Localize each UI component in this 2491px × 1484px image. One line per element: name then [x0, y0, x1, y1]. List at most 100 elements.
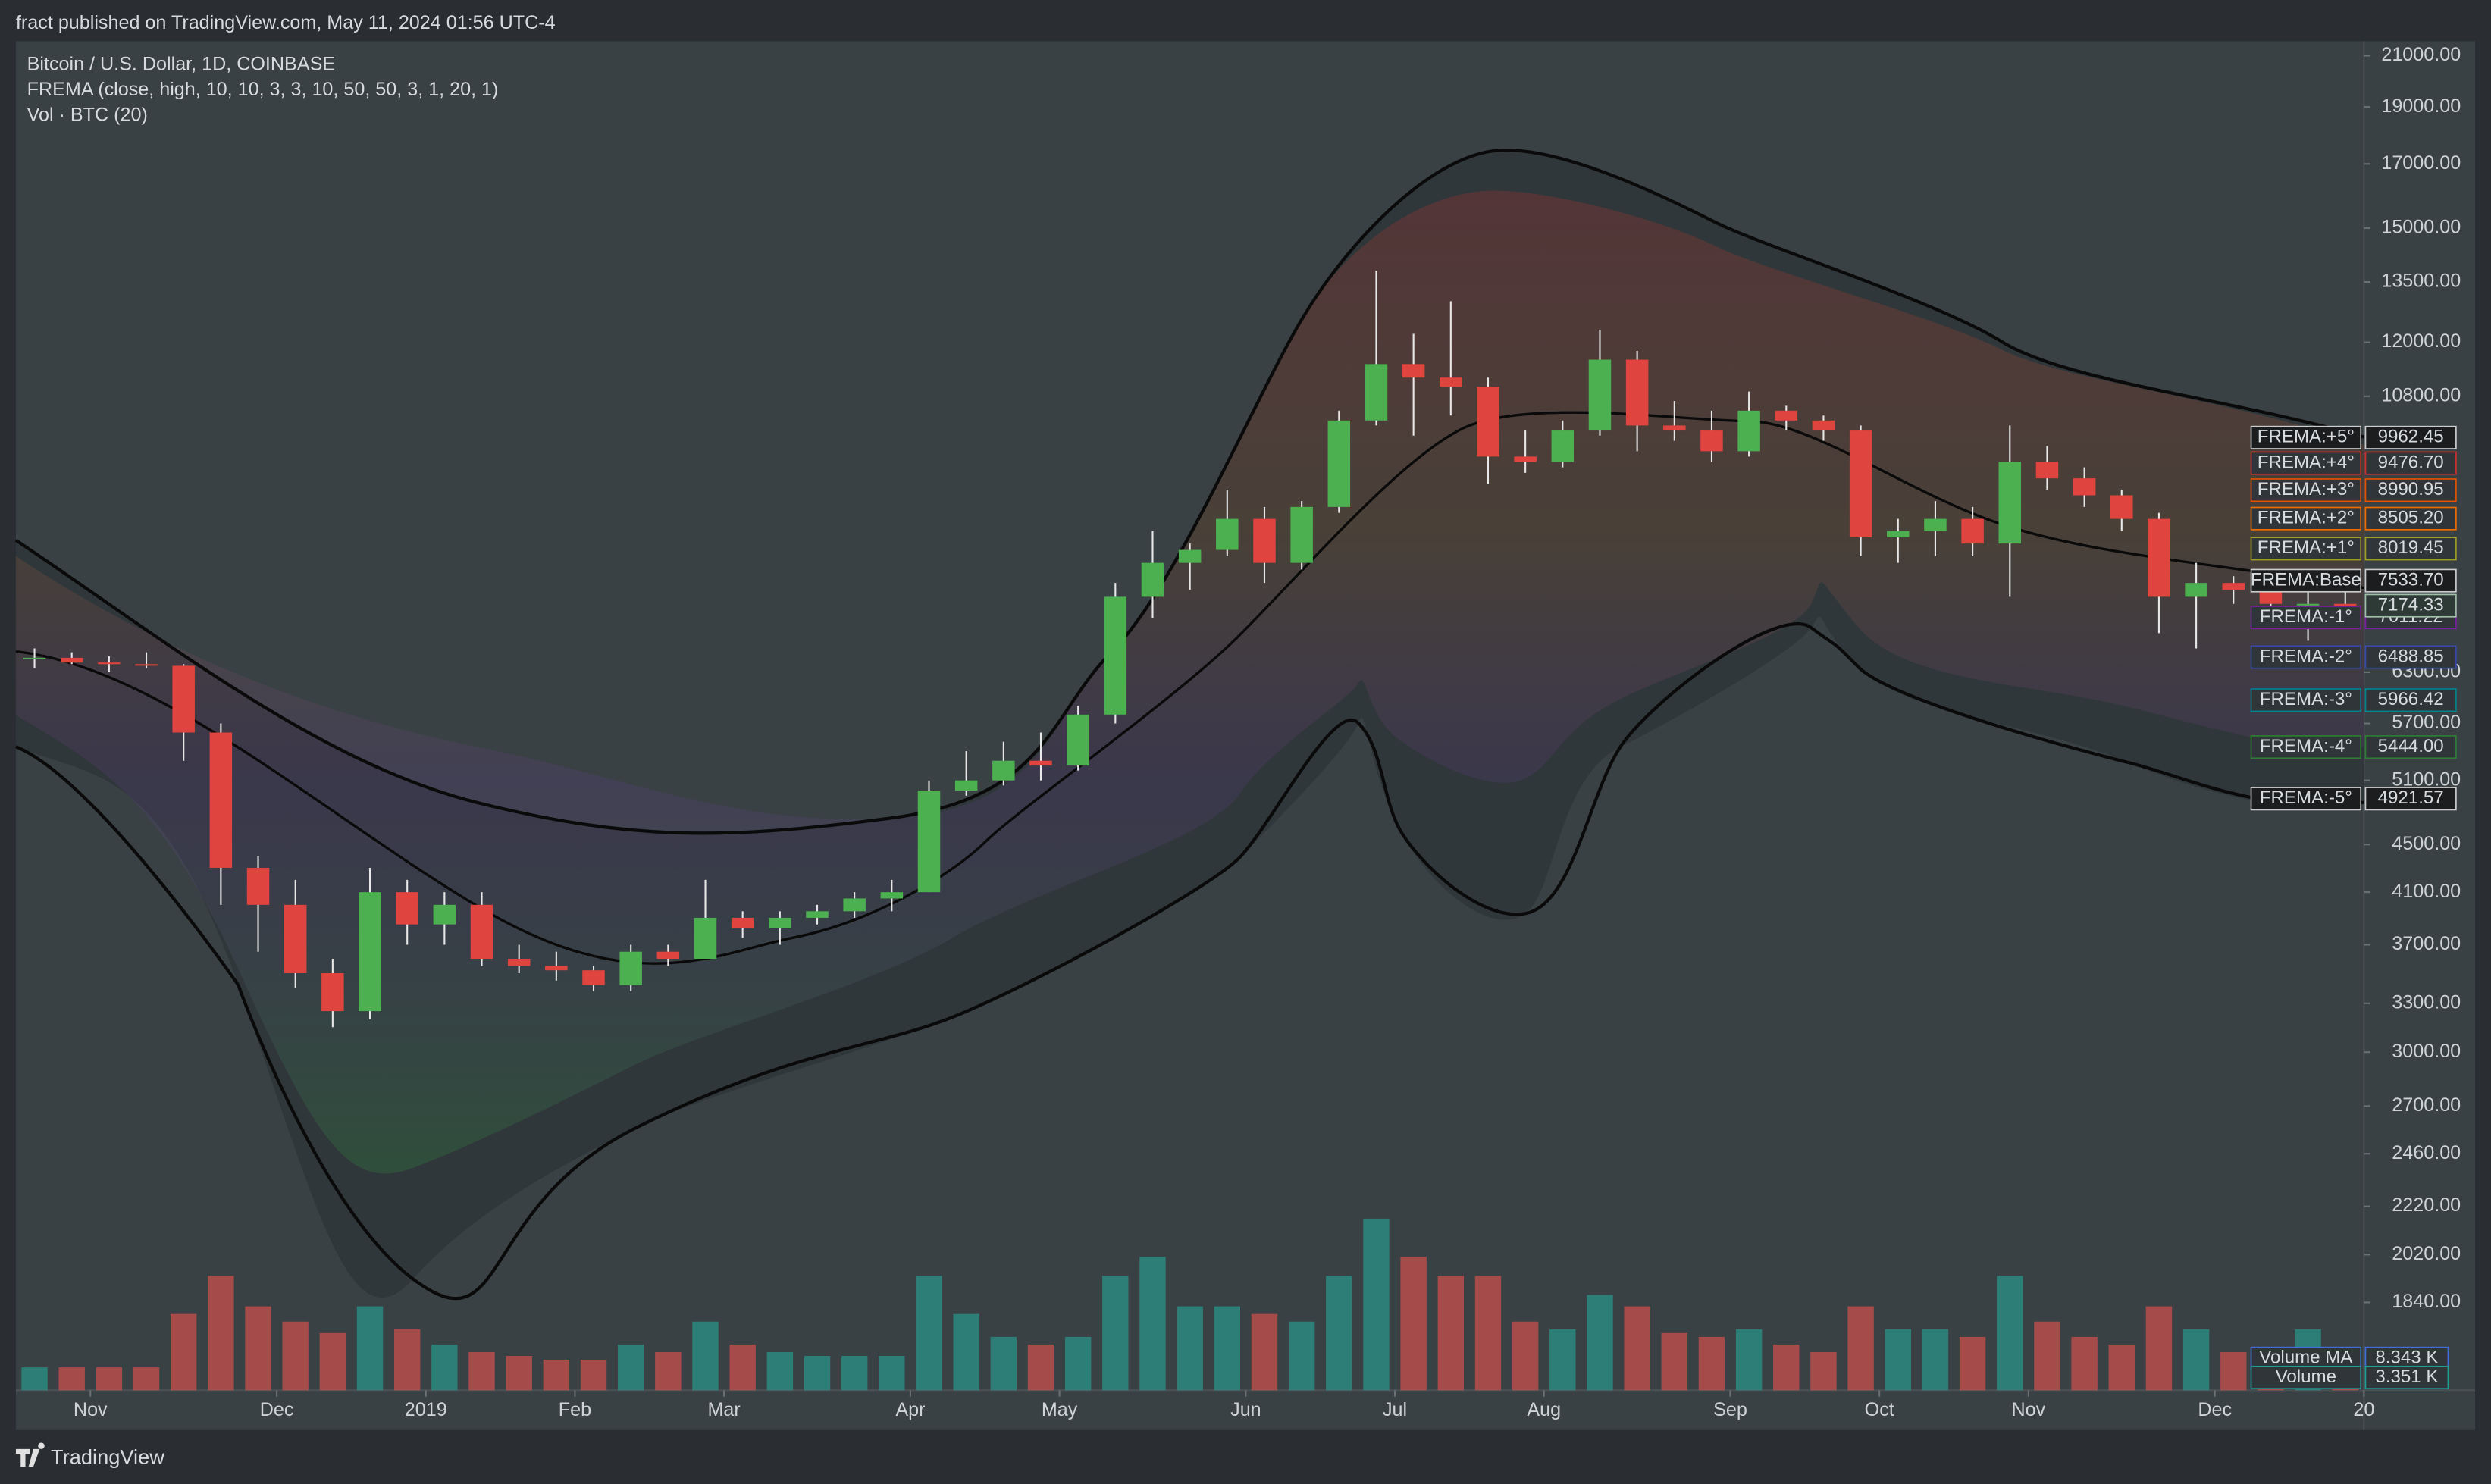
candle-body: [1775, 410, 1798, 421]
volume-bar: [1885, 1329, 1911, 1391]
plot: 21000.00 19000.00 17000.00 15000.00 13500.00…: [21, 44, 2461, 1420]
legend: Bitcoin / U.S. Dollar, 1D, COINBASE FREM…: [27, 54, 499, 126]
volume-bar: [1773, 1344, 1800, 1391]
volume-bar: [2220, 1352, 2247, 1391]
band-value-box: [2364, 688, 2457, 712]
legend-volume: Vol · BTC (20): [27, 105, 148, 126]
candle-body: [2334, 603, 2357, 606]
volume-bar: [1587, 1295, 1613, 1391]
volume-bar: [1959, 1336, 1986, 1391]
band-name: FREMA:-5°: [2260, 787, 2352, 808]
y-tick-label: 12000.00: [2381, 330, 2461, 352]
candle-body: [2035, 462, 2059, 479]
volume-bar: [2145, 1306, 2173, 1391]
candle-body: [209, 732, 233, 868]
frema-base-line: [15, 411, 2364, 965]
last-price-label: 7174.33: [2378, 594, 2444, 615]
volume-value: 3.351 K: [2375, 1367, 2438, 1387]
volume-bar: [1549, 1329, 1576, 1391]
y-tick-label: 1840.00: [2392, 1291, 2461, 1312]
x-tick-label: Dec: [260, 1399, 294, 1420]
y-tick-label: 3700.00: [2392, 933, 2461, 954]
volume-bar: [1922, 1329, 1949, 1391]
candle-body: [1812, 420, 1835, 431]
band-value: 8019.45: [2378, 537, 2444, 558]
x-tick-label: Nov: [2012, 1399, 2046, 1420]
volume-value: 8.343 K: [2375, 1348, 2438, 1368]
candle-body: [321, 973, 344, 1012]
candle-body: [2259, 590, 2283, 604]
candle-body: [507, 959, 531, 966]
band-name-box: [2250, 645, 2361, 669]
candle-body: [470, 904, 494, 960]
volume-bar: [766, 1352, 794, 1391]
band-name: FREMA:-3°: [2260, 689, 2352, 709]
band-value: 8505.20: [2378, 508, 2444, 528]
candle-body: [1178, 549, 1202, 563]
candle-body: [135, 664, 158, 666]
volume-bar: [58, 1367, 85, 1391]
legend-indicator: FREMA (close, high, 10, 10, 3, 3, 10, 50…: [27, 79, 499, 100]
volume-bar: [468, 1352, 495, 1391]
band-name-box: [2250, 425, 2361, 449]
band-value: 7533.70: [2378, 569, 2444, 590]
candle-body: [2073, 478, 2096, 496]
candle-body: [582, 970, 605, 985]
candle-body: [1365, 364, 1388, 421]
candle-body: [1477, 387, 1499, 457]
y-tick-label: 15000.00: [2381, 216, 2461, 237]
volume-bar: [1102, 1276, 1129, 1391]
band-value: 4921.57: [2378, 787, 2444, 808]
candle-body: [2185, 583, 2207, 597]
band-name-box: [2250, 606, 2361, 630]
x-tick-label: Aug: [1527, 1399, 1561, 1420]
volume-bar: [1437, 1276, 1465, 1391]
volume-bar: [543, 1360, 570, 1391]
band-name-box: [2250, 506, 2361, 531]
candle-body: [656, 951, 680, 960]
band-name-box: [2250, 478, 2361, 502]
volume-bar: [2182, 1329, 2210, 1391]
band-name: FREMA:+4°: [2258, 452, 2355, 472]
footer-brand: TradingView: [51, 1445, 164, 1469]
y-tick-label: 5100.00: [2392, 769, 2461, 790]
volume-bar: [1177, 1306, 1203, 1391]
x-tick-label: Apr: [895, 1399, 925, 1420]
volume-bar: [990, 1336, 1017, 1391]
y-tick-label: 2020.00: [2392, 1243, 2461, 1264]
candle-body: [172, 665, 195, 733]
volume-name: Volume MA: [2259, 1348, 2353, 1368]
band-name: FREMA:+3°: [2258, 479, 2355, 499]
volume-bar: [245, 1306, 271, 1391]
x-tick-label: Sep: [1713, 1399, 1747, 1420]
volume-bar: [655, 1352, 682, 1391]
band-value-box: [2364, 451, 2457, 475]
band-value: 5966.42: [2378, 689, 2444, 709]
y-tick-label: 2460.00: [2392, 1142, 2461, 1163]
y-tick-label: 4100.00: [2392, 881, 2461, 902]
last-price-box: [2364, 593, 2457, 618]
volume-bar: [1251, 1313, 1278, 1391]
x-tick-label: Mar: [707, 1399, 740, 1420]
volume-bar: [617, 1344, 644, 1391]
band-name-box: [2250, 537, 2361, 561]
candle-body: [1700, 430, 1723, 452]
volume-bar: [1624, 1306, 1650, 1391]
candle-body: [2296, 603, 2320, 606]
x-tick-label: 2019: [405, 1399, 447, 1420]
band-value-box: [2364, 568, 2457, 593]
candle-body: [917, 791, 941, 893]
candle-body: [1737, 410, 1760, 452]
candle-body: [545, 966, 568, 971]
volume-bar: [1735, 1329, 1762, 1391]
band-value: 9962.45: [2378, 427, 2444, 447]
volume-bar: [431, 1344, 458, 1391]
candle-body: [1924, 518, 1947, 531]
volume-bar: [879, 1356, 905, 1391]
candle-body: [769, 917, 791, 928]
candle-body: [1327, 420, 1351, 507]
volume-bar: [916, 1276, 942, 1391]
volume-bar: [1027, 1344, 1054, 1391]
